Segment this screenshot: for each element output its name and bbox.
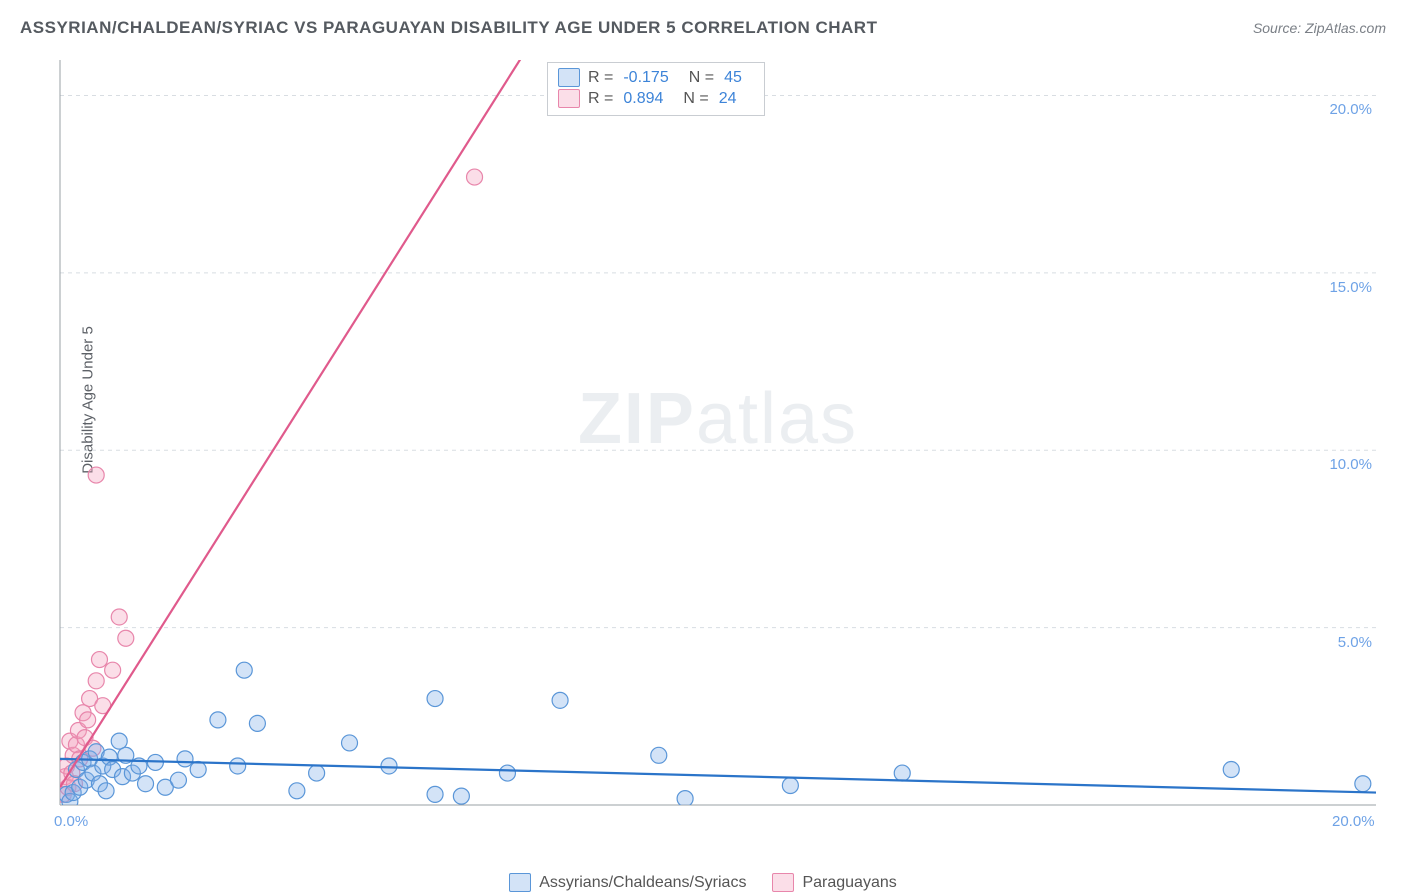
r-value-blue: -0.175	[623, 69, 668, 87]
y-tick-label: 20.0%	[1329, 101, 1372, 118]
legend-series: Assyrians/Chaldeans/Syriacs Paraguayans	[0, 873, 1406, 892]
swatch-blue-icon	[509, 873, 531, 892]
r-label: R =	[588, 90, 613, 108]
chart-svg	[50, 60, 1386, 840]
legend-stats-row-blue: R = -0.175 N = 45	[558, 67, 754, 88]
swatch-pink-icon	[558, 89, 580, 108]
n-value-pink: 24	[719, 90, 737, 108]
chart-title: ASSYRIAN/CHALDEAN/SYRIAC VS PARAGUAYAN D…	[20, 18, 877, 38]
y-tick-label: 10.0%	[1329, 456, 1372, 473]
source-label: Source: ZipAtlas.com	[1253, 20, 1386, 36]
y-tick-label: 15.0%	[1329, 279, 1372, 296]
r-label: R =	[588, 69, 613, 87]
y-tick-label: 5.0%	[1338, 634, 1372, 651]
header: ASSYRIAN/CHALDEAN/SYRIAC VS PARAGUAYAN D…	[20, 18, 1386, 48]
x-tick-label: 20.0%	[1332, 813, 1375, 830]
legend-stats-row-pink: R = 0.894 N = 24	[558, 88, 754, 109]
legend-stats: R = -0.175 N = 45 R = 0.894 N = 24	[547, 62, 765, 116]
r-value-pink: 0.894	[623, 90, 663, 108]
swatch-pink-icon	[772, 873, 794, 892]
x-tick-label: 0.0%	[54, 813, 88, 830]
chart-plot: ZIPatlas 5.0%10.0%15.0%20.0%0.0%20.0%	[50, 60, 1386, 840]
n-label: N =	[683, 90, 708, 108]
n-value-blue: 45	[724, 69, 742, 87]
n-label: N =	[689, 69, 714, 87]
legend-item-blue: Assyrians/Chaldeans/Syriacs	[509, 873, 746, 892]
swatch-blue-icon	[558, 68, 580, 87]
legend-label-blue: Assyrians/Chaldeans/Syriacs	[539, 874, 746, 892]
legend-item-pink: Paraguayans	[772, 873, 896, 892]
legend-label-pink: Paraguayans	[802, 874, 896, 892]
